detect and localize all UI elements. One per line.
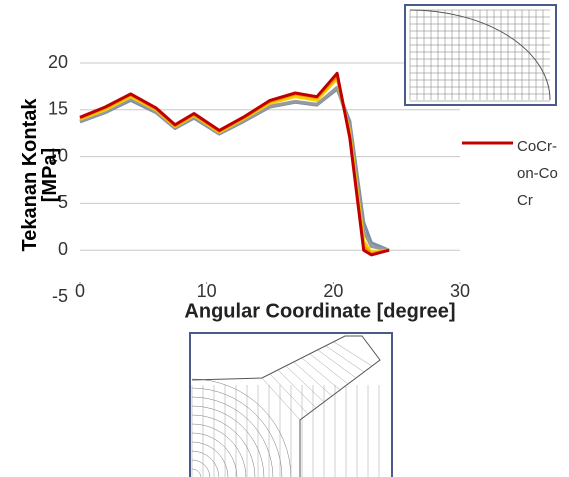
mesh-line [301,357,341,391]
y-tick-label: 5 [58,192,68,212]
mesh-arc [191,414,256,477]
mesh-arc [191,459,211,477]
x-tick-label: 0 [75,281,85,301]
mesh-line [309,353,349,385]
mesh-arc [191,378,292,477]
mesh-line [285,365,325,403]
x-axis-label: Angular Coordinate [degree] [184,300,455,322]
mesh-arc [191,423,247,477]
inset-mesh-top [404,4,557,106]
mesh-line [269,373,309,415]
mesh-line [293,361,333,397]
mesh-line [277,369,317,409]
x-tick-label: 10 [197,281,217,301]
mesh-arc [191,405,265,477]
x-tick-label: 20 [323,281,343,301]
plot-area: -5 0 5 10 15 20 0 10 20 30 [48,52,513,306]
series-line [79,85,390,252]
inset-mesh-bottom [189,332,393,477]
y-tick-label: 10 [48,145,68,165]
series-line [79,71,390,257]
y-tick-label: 0 [58,239,68,259]
y-tick-label: 15 [48,99,68,119]
legend-label: CoCr-on-CoCr [517,138,558,209]
series-line [79,87,390,252]
y-tick-label: -5 [52,286,68,306]
mesh-line [325,345,365,373]
y-axis-label: Tekanan Kontak [MPa] [19,98,61,252]
mesh-arc [191,468,202,477]
mesh-arc [409,9,551,101]
mesh-line [333,341,373,367]
x-tick-label: 30 [450,281,470,301]
mesh-arc [191,441,229,477]
mesh-line [261,377,301,421]
mesh-arc [191,396,274,477]
mesh-line [317,349,357,379]
y-tick-label: 20 [48,52,68,72]
mesh-arc [191,450,220,477]
